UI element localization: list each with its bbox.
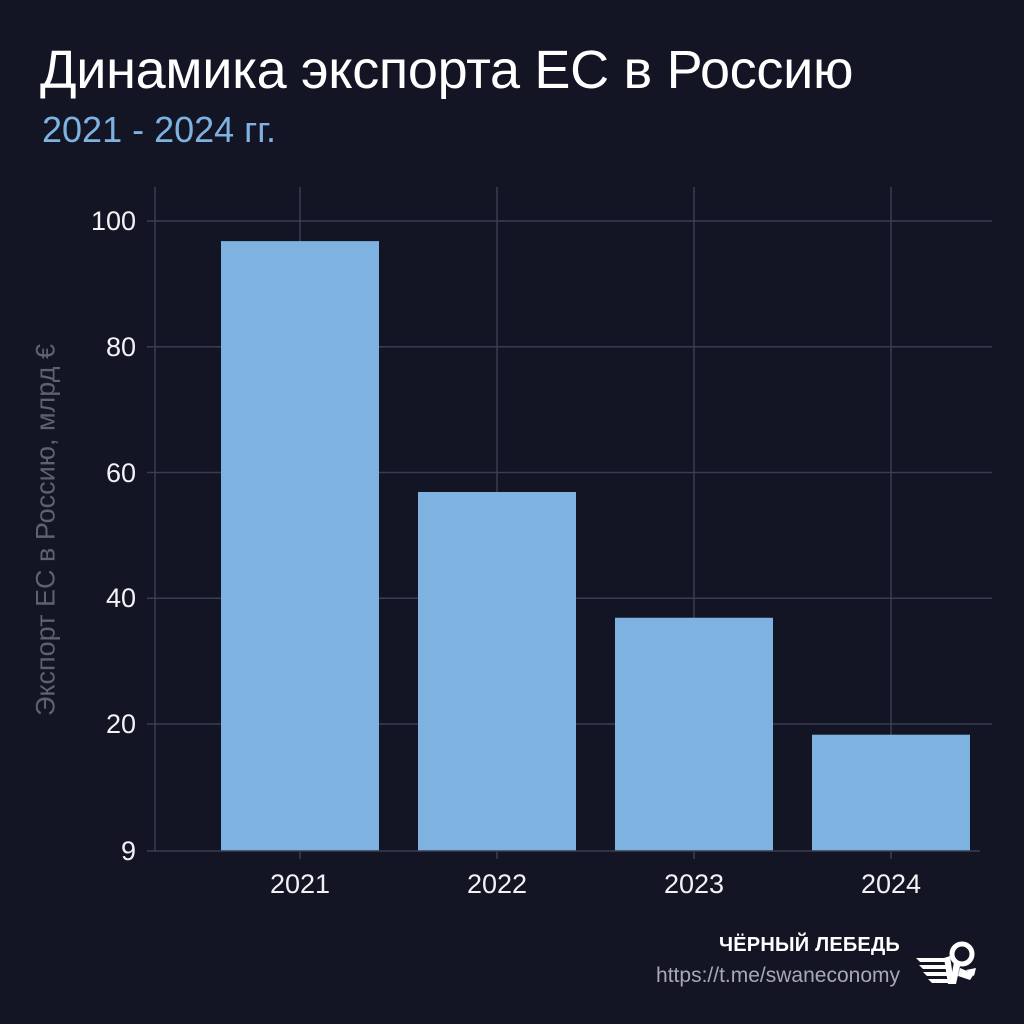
- chart-subtitle: 2021 - 2024 гг.: [42, 109, 277, 150]
- y-axis-label: Экспорт ЕС в Россию, млрд €: [30, 344, 61, 716]
- brand-name: ЧЁРНЫЙ ЛЕБЕДЬ: [718, 934, 900, 956]
- y-tick-label: 100: [90, 206, 136, 236]
- bar-2022: [418, 491, 576, 851]
- bar-2023: [615, 617, 773, 851]
- chart-title: Динамика экспорта ЕС в Россию: [40, 40, 854, 100]
- bar-2021: [221, 241, 379, 851]
- x-tick-label: 2023: [663, 869, 725, 899]
- x-tick-label: 2021: [269, 869, 331, 899]
- y-tick-label: 9: [120, 836, 136, 866]
- swan-logo-icon: [916, 941, 976, 984]
- x-tick-label: 2024: [860, 869, 922, 899]
- axes: [154, 187, 980, 852]
- brand-url-link[interactable]: https://t.me/swaneconomy: [656, 964, 900, 987]
- y-tick-label: 20: [105, 709, 136, 739]
- bars: [221, 241, 970, 851]
- y-tick-label: 40: [105, 583, 136, 614]
- bar-2024: [812, 734, 970, 851]
- y-tick-label: 80: [105, 331, 136, 362]
- x-tick-label: 2022: [466, 869, 528, 899]
- y-tick-label: 60: [105, 457, 136, 488]
